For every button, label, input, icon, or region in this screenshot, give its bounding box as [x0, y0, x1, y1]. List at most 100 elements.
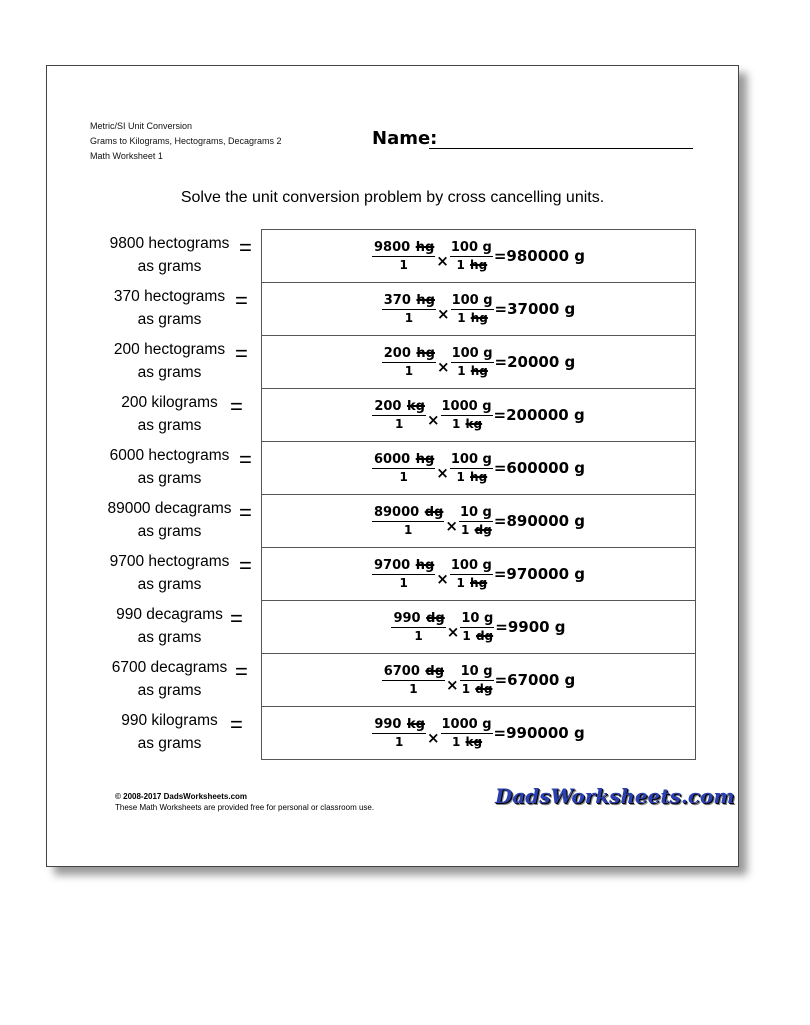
- numerator: 100 g: [450, 345, 494, 363]
- numerator: 990: [393, 610, 421, 626]
- cancelled-unit: kg: [406, 398, 425, 414]
- denominator: 1: [456, 575, 465, 590]
- equals-sign: =: [239, 553, 252, 578]
- problem-question: 370 hectograms as grams =: [87, 282, 287, 335]
- equals-sign: =: [230, 606, 243, 631]
- numerator: 1000 g: [440, 716, 493, 734]
- numerator: 10 g: [460, 610, 495, 628]
- equals-sign: =: [235, 659, 248, 684]
- numerator: 1000 g: [440, 398, 493, 416]
- multiply-sign: ×: [436, 464, 449, 482]
- header-line: Math Worksheet 1: [90, 151, 163, 161]
- fraction-given: 990 dg 1: [391, 610, 446, 645]
- multiply-sign: ×: [436, 358, 450, 376]
- denominator: 1: [394, 734, 404, 749]
- numerator: 200: [383, 345, 411, 361]
- question-target: as grams: [137, 311, 202, 328]
- cancelled-unit: dg: [475, 681, 493, 696]
- denominator: 1: [451, 416, 461, 431]
- denominator: 1: [414, 628, 423, 643]
- denominator: 1: [399, 257, 408, 272]
- result: =980000 g: [493, 247, 585, 265]
- cancelled-unit: hg: [470, 575, 488, 590]
- worksheet-header: Metric/SI Unit Conversion Grams to Kilog…: [90, 119, 282, 164]
- fraction-given: 370 hg 1: [381, 292, 436, 327]
- numerator: 100 g: [449, 451, 493, 469]
- question-text: 6000 hectograms: [109, 447, 230, 464]
- cancelled-unit: hg: [470, 363, 488, 378]
- equals-sign: =: [235, 288, 248, 313]
- result: =600000 g: [493, 459, 585, 477]
- numerator: 200: [374, 398, 402, 414]
- problem-question: 6000 hectograms as grams =: [87, 441, 287, 494]
- numerator: 100 g: [449, 239, 493, 257]
- denominator: 1: [394, 416, 404, 431]
- multiply-sign: ×: [436, 570, 449, 588]
- result: =200000 g: [493, 406, 585, 424]
- cancelled-unit: dg: [424, 504, 444, 520]
- equals-sign: =: [239, 500, 252, 525]
- numerator: 100 g: [449, 557, 493, 575]
- equals-sign: =: [230, 394, 243, 419]
- question-target: as grams: [137, 735, 202, 752]
- denominator: 1: [404, 363, 414, 378]
- multiply-sign: ×: [436, 305, 450, 323]
- fraction-given: 6000 hg 1: [372, 451, 436, 486]
- fraction-given: 990 kg 1: [372, 716, 426, 751]
- denominator: 1: [399, 575, 408, 590]
- problem-question: 9800 hectograms as grams =: [87, 229, 287, 282]
- equals-sign: =: [235, 341, 248, 366]
- result: =67000 g: [494, 671, 576, 689]
- name-line: [429, 148, 693, 149]
- equals-sign: =: [230, 712, 243, 737]
- numerator: 9800: [374, 239, 411, 255]
- denominator: 1: [456, 257, 465, 272]
- denominator: 1: [403, 522, 413, 537]
- cancelled-unit: kg: [465, 416, 483, 431]
- equals-sign: =: [239, 447, 252, 472]
- cancelled-unit: kg: [465, 734, 483, 749]
- numerator: 6700: [383, 663, 420, 679]
- question-text: 6700 decagrams: [111, 659, 228, 676]
- cancelled-unit: hg: [470, 257, 488, 272]
- footer-note: These Math Worksheets are provided free …: [115, 803, 375, 812]
- cancelled-unit: kg: [406, 716, 425, 732]
- question-target: as grams: [137, 417, 202, 434]
- cancelled-unit: dg: [475, 628, 494, 643]
- copyright: © 2008-2017 DadsWorksheets.com: [115, 792, 248, 801]
- denominator: 1: [456, 469, 465, 484]
- result: =9900 g: [495, 618, 566, 636]
- cancelled-unit: hg: [470, 469, 488, 484]
- name-label: Name:: [372, 128, 438, 149]
- dadsworksheets-logo: DadsWorksheets.com: [495, 784, 735, 808]
- multiply-sign: ×: [446, 676, 459, 694]
- problem-question: 200 hectograms as grams =: [87, 335, 287, 388]
- question-target: as grams: [137, 629, 202, 646]
- cancelled-unit: hg: [415, 239, 435, 255]
- denominator: 1: [409, 681, 418, 696]
- question-target: as grams: [137, 258, 202, 275]
- header-line: Grams to Kilograms, Hectograms, Decagram…: [90, 136, 282, 146]
- problem-question: 89000 decagrams as grams =: [87, 494, 287, 547]
- fraction-given: 9700 hg 1: [372, 557, 436, 592]
- question-text: 200 hectograms: [113, 341, 226, 358]
- fraction-given: 200 hg 1: [381, 345, 436, 380]
- worksheet-page: Metric/SI Unit Conversion Grams to Kilog…: [46, 65, 739, 867]
- multiply-sign: ×: [446, 623, 460, 641]
- fraction-given: 200 kg 1: [372, 398, 426, 433]
- cancelled-unit: dg: [474, 522, 492, 537]
- cancelled-unit: hg: [415, 451, 435, 467]
- instructions: Solve the unit conversion problem by cro…: [180, 189, 605, 206]
- denominator: 1: [461, 522, 470, 537]
